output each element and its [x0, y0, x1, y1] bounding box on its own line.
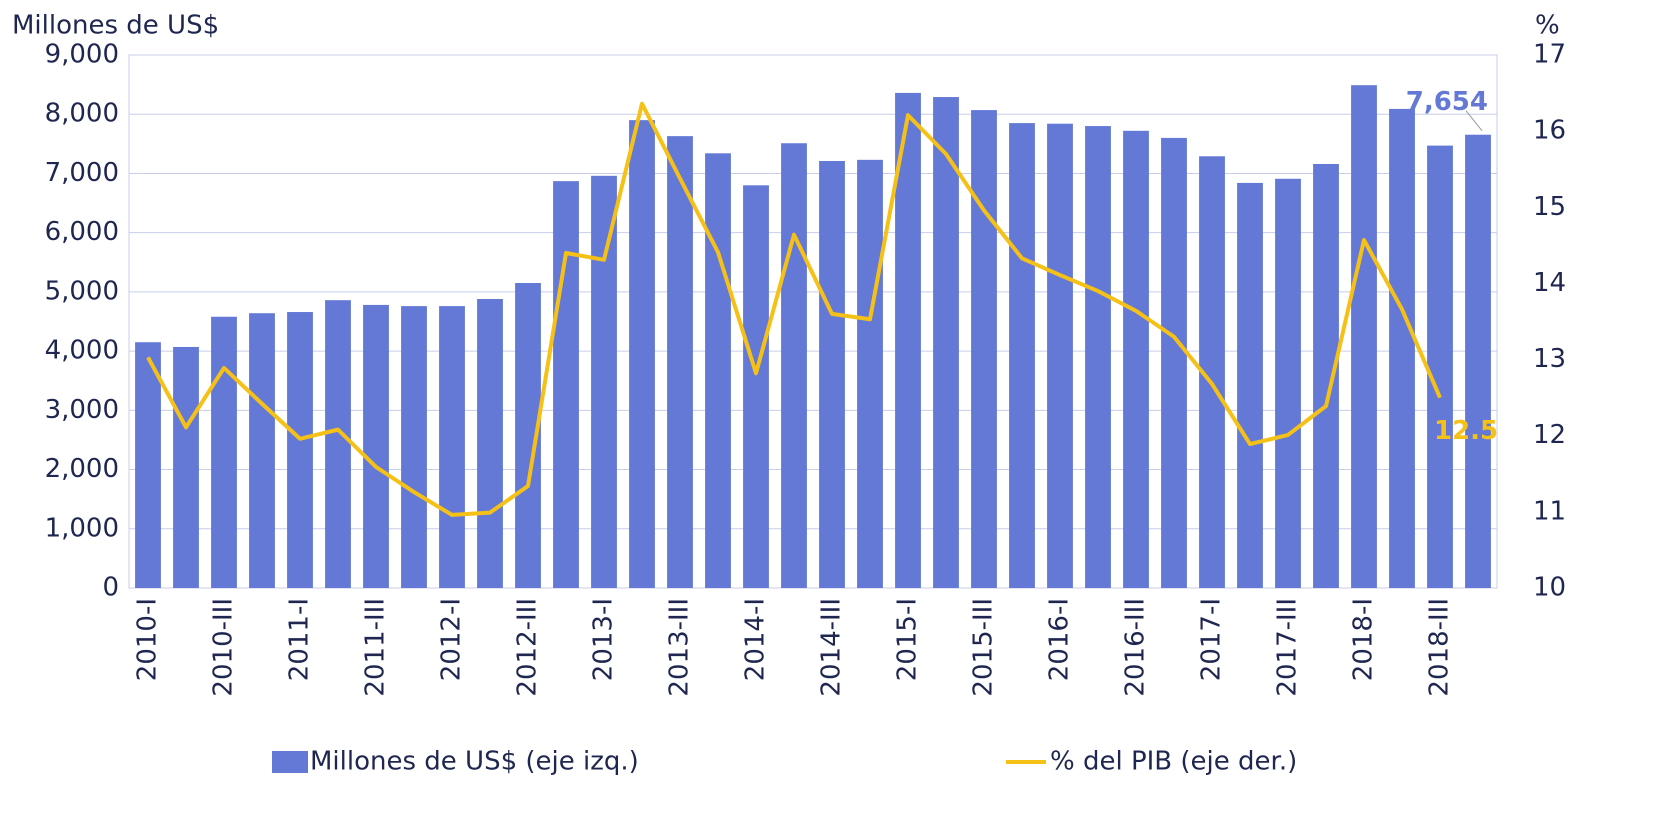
bar [553, 181, 579, 589]
bar [667, 136, 693, 588]
y2-tick-label: 17 [1533, 40, 1566, 70]
y-tick-label: 3,000 [45, 395, 119, 425]
y2-tick-label: 15 [1533, 192, 1566, 222]
y-tick-label: 2,000 [45, 454, 119, 484]
x-tick-label: 2012-III [513, 598, 543, 697]
y2-tick-label: 10 [1533, 573, 1566, 603]
bar [173, 346, 199, 588]
legend-label: Millones de US$ (eje izq.) [310, 747, 639, 777]
bar [1427, 145, 1453, 589]
bar [629, 120, 655, 589]
y-axis-label: Millones de US$ [12, 11, 219, 41]
y2-tick-label: 14 [1533, 268, 1566, 298]
bar [211, 316, 237, 588]
y2-tick-label: 13 [1533, 344, 1566, 374]
x-tick-label: 2010-I [133, 598, 163, 681]
bar [439, 306, 465, 588]
bar [1237, 182, 1263, 589]
x-tick-label: 2011-I [285, 598, 315, 681]
bar [1313, 163, 1339, 589]
legend-swatch [272, 751, 308, 773]
y2-tick-label: 12 [1533, 420, 1566, 450]
bar-value-label: 7,654 [1406, 87, 1488, 117]
bar [781, 143, 807, 589]
legend-label: % del PIB (eje der.) [1050, 747, 1297, 777]
bar [1351, 85, 1377, 588]
bar [971, 110, 997, 589]
bar [819, 161, 845, 588]
bar [1389, 108, 1415, 589]
x-tick-label: 2011-III [361, 598, 391, 697]
bar [477, 298, 503, 588]
y2-tick-label: 11 [1533, 496, 1566, 526]
x-tick-label: 2016-I [1045, 598, 1075, 681]
bar [363, 304, 389, 588]
x-tick-label: 2014-III [817, 598, 847, 697]
x-tick-label: 2016-III [1121, 598, 1151, 697]
bar [933, 97, 959, 588]
y-tick-label: 7,000 [45, 158, 119, 188]
x-tick-label: 2017-I [1197, 598, 1227, 681]
bar [1047, 123, 1073, 588]
y2-axis-label: % [1535, 11, 1560, 41]
y2-tick-label: 16 [1533, 116, 1566, 146]
bar [1085, 126, 1111, 589]
y-tick-label: 8,000 [45, 99, 119, 129]
x-tick-label: 2018-III [1425, 598, 1455, 697]
x-tick-label: 2012-I [437, 598, 467, 681]
bar [1465, 134, 1491, 588]
x-tick-label: 2017-III [1273, 598, 1303, 697]
bar [743, 185, 769, 589]
bar [135, 342, 161, 588]
bar [401, 306, 427, 588]
x-tick-label: 2013-I [589, 598, 619, 681]
bar [325, 300, 351, 588]
line [146, 101, 1442, 517]
x-tick-label: 2010-III [209, 598, 239, 697]
y-tick-label: 9,000 [45, 40, 119, 70]
bar [895, 92, 921, 588]
bar [1161, 137, 1187, 588]
bar [1123, 130, 1149, 588]
x-tick-label: 2018-I [1349, 598, 1379, 681]
bar [705, 153, 731, 588]
bar [591, 175, 617, 588]
line-value-label: 12.5 [1434, 416, 1498, 446]
x-tick-label: 2015-I [893, 598, 923, 681]
y-tick-label: 6,000 [45, 217, 119, 247]
y-tick-label: 5,000 [45, 276, 119, 306]
bar [1275, 178, 1301, 588]
x-tick-label: 2013-III [665, 598, 695, 697]
y-tick-label: 0 [102, 573, 119, 603]
x-tick-label: 2014-I [741, 598, 771, 681]
y-tick-label: 4,000 [45, 336, 119, 366]
bar [287, 312, 313, 588]
bar [1009, 123, 1035, 588]
bar [857, 159, 883, 588]
y-tick-label: 1,000 [45, 513, 119, 543]
x-tick-label: 2015-III [969, 598, 999, 697]
bar [249, 313, 275, 588]
label-leader [1465, 110, 1483, 132]
